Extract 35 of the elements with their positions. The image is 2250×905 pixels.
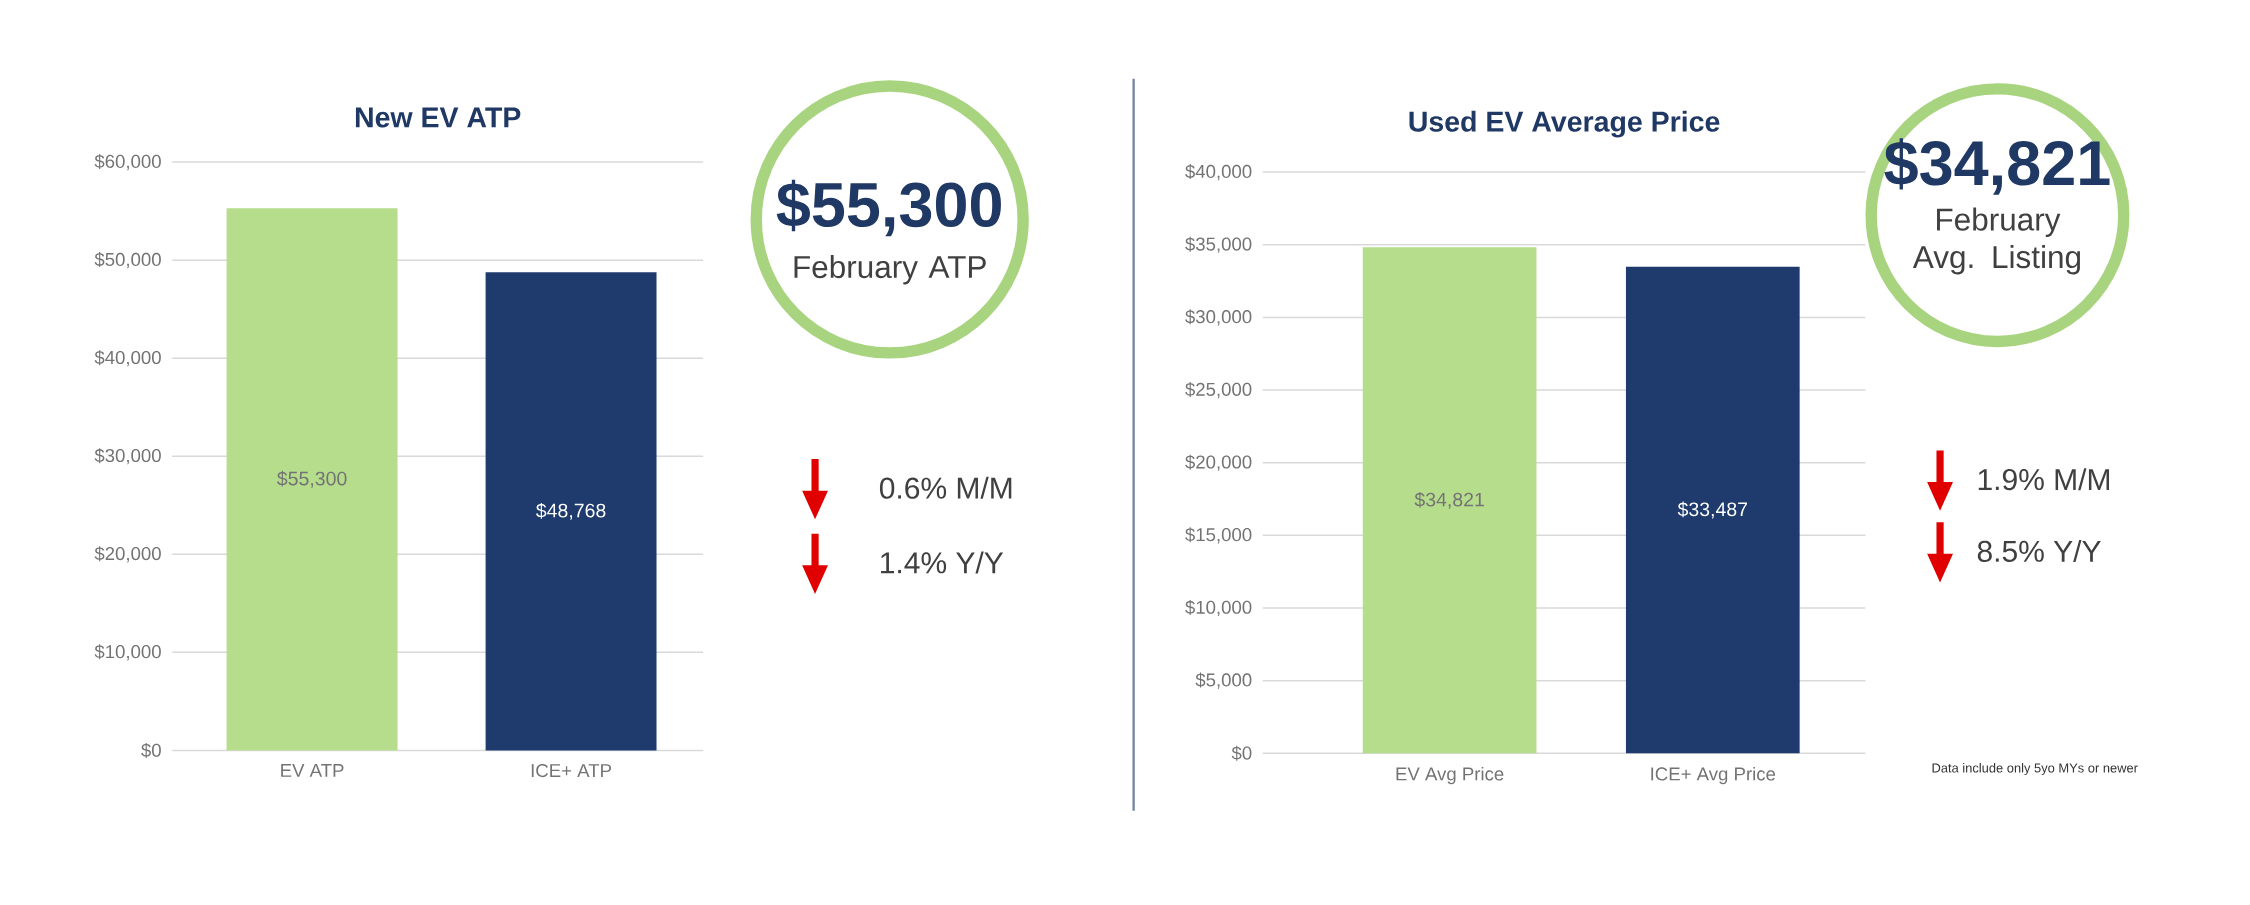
y-tick-label: $35,000 (1185, 236, 1252, 253)
y-tick-label: $30,000 (94, 448, 161, 465)
x-tick-label: ICE+ ATP (531, 763, 612, 777)
y-tick-label: $20,000 (1185, 454, 1252, 471)
chart-title: New EV ATP (355, 107, 521, 128)
text: 0.6% M/M (879, 476, 1012, 499)
y-tick-label: $15,000 (1185, 527, 1252, 544)
y-tick-label: $10,000 (94, 644, 161, 661)
y-tick-label: $10,000 (1185, 599, 1252, 616)
text: $34,821 (1884, 137, 2110, 195)
data-label: $48,768 (536, 502, 606, 520)
y-tick-label: $30,000 (1185, 309, 1252, 326)
data-label: $55,300 (277, 470, 347, 488)
text: $55,300 (776, 179, 1001, 237)
y-tick-label: $0 (141, 742, 161, 758)
text: Data include only 5yo MYs or newer (1932, 762, 2138, 775)
text: 1.4% Y/Y (881, 551, 1004, 574)
text: 8.5% Y/Y (1977, 539, 2101, 562)
data-label: $33,487 (1677, 501, 1748, 519)
y-tick-label: $0 (1231, 745, 1252, 761)
text: 1.9% M/M (1978, 468, 2110, 491)
x-tick-label: EV ATP (281, 763, 344, 777)
x-tick-label: EV Avg Price (1396, 766, 1504, 785)
y-tick-label: $5,000 (1195, 672, 1252, 689)
text: February Avg. Listing (1912, 207, 2081, 275)
y-tick-label: $60,000 (94, 153, 161, 170)
y-tick-label: $25,000 (1185, 381, 1252, 398)
y-tick-label: $20,000 (94, 546, 161, 563)
text: February ATP (794, 254, 986, 285)
chart-title: Used EV Average Price (1409, 110, 1720, 138)
data-label: $34,821 (1414, 491, 1484, 509)
y-tick-label: $40,000 (94, 349, 161, 367)
x-tick-label: ICE+ Avg Price (1651, 766, 1776, 785)
y-tick-label: $50,000 (94, 251, 161, 269)
y-tick-label: $40,000 (1185, 163, 1252, 181)
